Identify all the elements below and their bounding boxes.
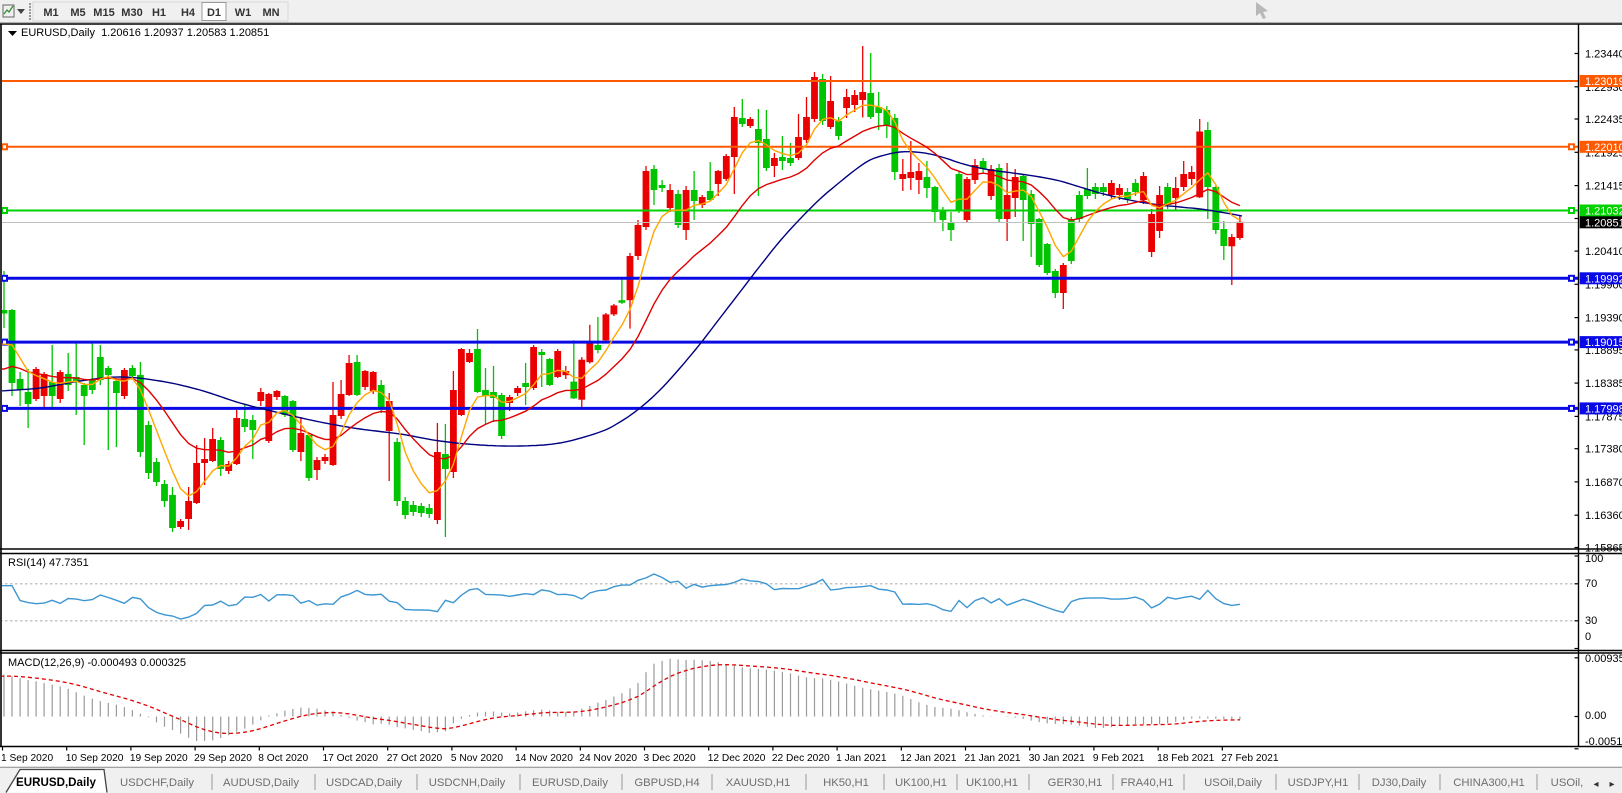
svg-text:EURUSD,Daily: EURUSD,Daily [16, 776, 96, 789]
svg-text:0.00: 0.00 [1585, 710, 1606, 722]
svg-text:UK100,H1: UK100,H1 [895, 777, 947, 789]
svg-text:0.009354: 0.009354 [1585, 653, 1622, 665]
svg-text:DJ30,Daily: DJ30,Daily [1372, 777, 1427, 789]
svg-text:30: 30 [1585, 615, 1597, 627]
svg-text:1.21032: 1.21032 [1585, 206, 1622, 218]
svg-text:10 Sep 2020: 10 Sep 2020 [66, 753, 124, 764]
svg-text:USDCNH,Daily: USDCNH,Daily [429, 777, 506, 789]
svg-text:1.19992: 1.19992 [1585, 273, 1622, 285]
svg-text:1.23440: 1.23440 [1585, 49, 1622, 61]
svg-text:24 Nov 2020: 24 Nov 2020 [579, 753, 637, 764]
svg-text:GER30,H1: GER30,H1 [1048, 777, 1103, 789]
svg-text:UK100,H1: UK100,H1 [966, 777, 1018, 789]
svg-text:8 Oct 2020: 8 Oct 2020 [258, 753, 308, 764]
svg-text:17 Oct 2020: 17 Oct 2020 [323, 753, 379, 764]
svg-text:22 Dec 2020: 22 Dec 2020 [772, 753, 830, 764]
svg-text:M15: M15 [93, 7, 114, 19]
svg-text:1.22435: 1.22435 [1585, 114, 1622, 126]
svg-text:USDCAD,Daily: USDCAD,Daily [326, 777, 402, 789]
svg-text:AUDUSD,Daily: AUDUSD,Daily [223, 777, 299, 789]
svg-text:29 Sep 2020: 29 Sep 2020 [194, 753, 252, 764]
svg-text:M5: M5 [70, 7, 85, 19]
svg-text:1.22010: 1.22010 [1585, 142, 1622, 154]
svg-text:EURUSD,Daily: EURUSD,Daily [532, 777, 608, 789]
svg-text:1 Jan 2021: 1 Jan 2021 [836, 753, 887, 764]
svg-text:MACD(12,26,9) -0.000493 0.0003: MACD(12,26,9) -0.000493 0.000325 [8, 657, 186, 669]
svg-text:H4: H4 [181, 7, 196, 19]
svg-text:1.18385: 1.18385 [1585, 378, 1622, 390]
svg-text:USOil,Daily: USOil,Daily [1204, 777, 1262, 789]
svg-text:1.17380: 1.17380 [1585, 444, 1622, 456]
svg-text:GBPUSD,H4: GBPUSD,H4 [634, 777, 699, 789]
svg-text:MN: MN [262, 7, 279, 19]
svg-text:-0.005156: -0.005156 [1585, 736, 1622, 748]
svg-text:HK50,H1: HK50,H1 [823, 777, 869, 789]
svg-text:1 Sep 2020: 1 Sep 2020 [1, 753, 53, 764]
svg-text:H1: H1 [152, 7, 166, 19]
svg-text:1.20851: 1.20851 [1585, 217, 1622, 229]
svg-text:1.17998: 1.17998 [1585, 403, 1622, 415]
svg-text:▸: ▸ [1609, 779, 1614, 790]
svg-text:12 Dec 2020: 12 Dec 2020 [708, 753, 766, 764]
svg-text:XAUUSD,H1: XAUUSD,H1 [726, 777, 791, 789]
svg-text:RSI(14) 47.7351: RSI(14) 47.7351 [8, 557, 89, 569]
svg-text:USOil,: USOil, [1551, 777, 1584, 789]
svg-text:5 Nov 2020: 5 Nov 2020 [451, 753, 503, 764]
svg-text:M1: M1 [43, 7, 58, 19]
svg-text:100: 100 [1585, 553, 1603, 565]
svg-text:18 Feb 2021: 18 Feb 2021 [1157, 753, 1215, 764]
svg-text:21 Jan 2021: 21 Jan 2021 [965, 753, 1021, 764]
svg-text:1.19015: 1.19015 [1585, 337, 1622, 349]
svg-text:27 Oct 2020: 27 Oct 2020 [387, 753, 443, 764]
svg-text:12 Jan 2021: 12 Jan 2021 [900, 753, 956, 764]
svg-text:1.21415: 1.21415 [1585, 181, 1622, 193]
svg-text:27 Feb 2021: 27 Feb 2021 [1221, 753, 1279, 764]
svg-text:◂: ◂ [1593, 779, 1598, 790]
svg-text:CHINA300,H1: CHINA300,H1 [1453, 777, 1525, 789]
svg-text:1.19390: 1.19390 [1585, 313, 1622, 325]
svg-text:M30: M30 [121, 7, 142, 19]
svg-text:USDCHF,Daily: USDCHF,Daily [120, 777, 194, 789]
svg-text:1.15865: 1.15865 [1585, 542, 1622, 554]
svg-text:FRA40,H1: FRA40,H1 [1121, 777, 1174, 789]
svg-text:1.16360: 1.16360 [1585, 510, 1622, 522]
svg-text:1.20410: 1.20410 [1585, 246, 1622, 258]
svg-text:EURUSD,Daily 1.20616 1.20937: EURUSD,Daily 1.20616 1.20937 1.20583 1.2… [21, 27, 269, 39]
svg-text:USDJPY,H1: USDJPY,H1 [1288, 777, 1349, 789]
svg-text:14 Nov 2020: 14 Nov 2020 [515, 753, 573, 764]
svg-text:W1: W1 [235, 7, 252, 19]
svg-text:D1: D1 [207, 7, 221, 19]
svg-text:1.16870: 1.16870 [1585, 477, 1622, 489]
svg-text:30 Jan 2021: 30 Jan 2021 [1029, 753, 1085, 764]
svg-text:0: 0 [1585, 631, 1591, 643]
svg-text:9 Feb 2021: 9 Feb 2021 [1093, 753, 1145, 764]
svg-text:70: 70 [1585, 578, 1597, 590]
svg-text:1.23019: 1.23019 [1585, 76, 1622, 88]
svg-text:3 Dec 2020: 3 Dec 2020 [644, 753, 696, 764]
svg-text:19 Sep 2020: 19 Sep 2020 [130, 753, 188, 764]
